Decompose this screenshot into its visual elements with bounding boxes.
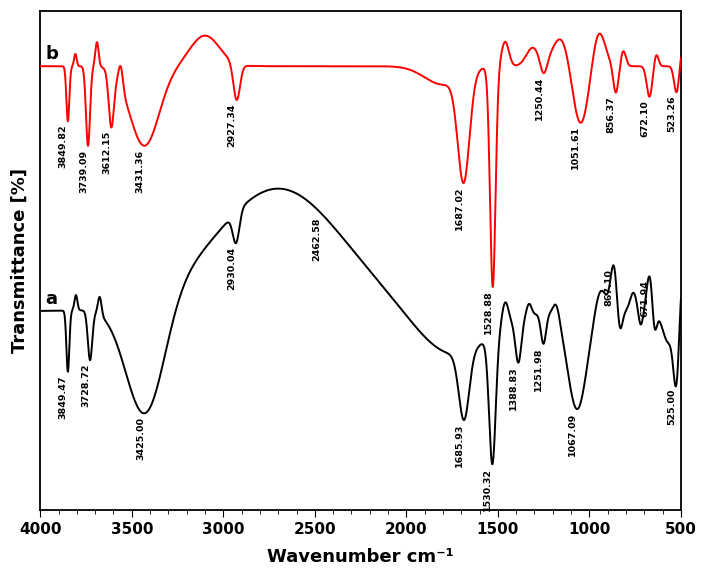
- Text: 2930.04: 2930.04: [227, 247, 236, 290]
- Text: a: a: [46, 290, 58, 308]
- Text: 1528.88: 1528.88: [484, 290, 493, 334]
- Text: 3849.47: 3849.47: [59, 375, 68, 419]
- Text: 1687.02: 1687.02: [455, 187, 464, 230]
- Text: 1250.44: 1250.44: [535, 77, 544, 120]
- Text: 867.10: 867.10: [605, 269, 614, 306]
- Text: 1388.83: 1388.83: [509, 366, 518, 410]
- Text: 856.37: 856.37: [607, 96, 616, 133]
- Text: 3728.72: 3728.72: [81, 364, 90, 407]
- Text: 1051.61: 1051.61: [571, 126, 580, 170]
- Text: 2927.34: 2927.34: [227, 104, 236, 147]
- Text: 671.94: 671.94: [641, 280, 649, 317]
- Text: 1685.93: 1685.93: [455, 424, 464, 467]
- Text: 525.00: 525.00: [668, 388, 676, 425]
- Text: 3425.00: 3425.00: [137, 417, 145, 460]
- Y-axis label: Transmittance [%]: Transmittance [%]: [11, 168, 29, 353]
- Text: 3849.82: 3849.82: [59, 125, 68, 168]
- Text: 3431.36: 3431.36: [135, 149, 144, 193]
- Text: b: b: [46, 45, 59, 63]
- Text: 672.10: 672.10: [641, 100, 649, 137]
- Text: 1530.32: 1530.32: [484, 468, 492, 511]
- Text: 523.26: 523.26: [668, 96, 677, 132]
- Text: 2462.58: 2462.58: [313, 218, 321, 261]
- Text: 3739.09: 3739.09: [79, 149, 88, 193]
- Text: 3612.15: 3612.15: [102, 131, 111, 174]
- Text: 1067.09: 1067.09: [568, 413, 577, 456]
- X-axis label: Wavenumber cm⁻¹: Wavenumber cm⁻¹: [268, 548, 454, 566]
- Text: 1251.98: 1251.98: [535, 347, 543, 391]
